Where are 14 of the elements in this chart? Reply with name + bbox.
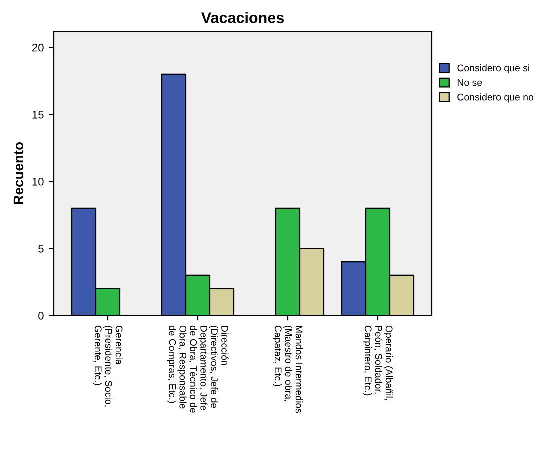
legend-label: Considero que si <box>458 64 530 74</box>
legend-label: No se <box>458 79 482 86</box>
legend-label: Considero que no <box>458 94 534 103</box>
y-tick-label: 20 <box>32 44 44 52</box>
y-tick-label: 15 <box>32 111 44 119</box>
x-tick-label: Dirección (Directivos, Jefe de Departamento, Jefe de Obra, Técnico de Obra, Responsable de Compras, Etc.) <box>167 326 229 413</box>
chart-title: Vacaciones <box>201 12 284 24</box>
y-tick-label: 10 <box>32 178 44 186</box>
y-axis-title: Recuento <box>14 142 24 204</box>
x-tick-label: Gerencia (Presidente, Socio, Gerente, Etc.) <box>93 326 124 407</box>
x-tick-label: Operario (Albañil, Peón, Soldador, Carpintero, Etc.) <box>362 326 394 400</box>
y-tick-label: 5 <box>38 245 44 253</box>
y-tick-label: 0 <box>38 312 44 320</box>
x-tick-label: Mandos Intermedios (Maestro de obra, Capataz, Etc.) <box>272 326 304 414</box>
